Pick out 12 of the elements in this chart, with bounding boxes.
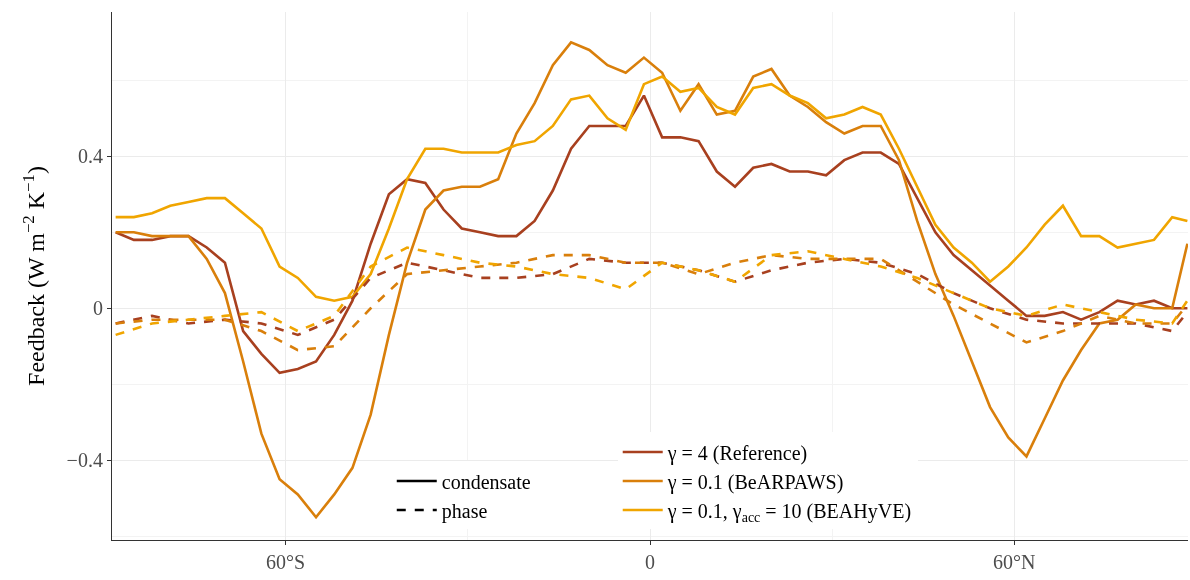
legend-label: γ = 0.1 (BeARPAWS) bbox=[666, 470, 844, 494]
y-tick-label: 0 bbox=[92, 297, 103, 320]
legend-label: γ = 4 (Reference) bbox=[666, 441, 808, 465]
x-tick-label: 0 bbox=[645, 551, 655, 574]
y-tick-label: 0.4 bbox=[77, 145, 103, 168]
line-series bbox=[114, 94, 1188, 375]
annotation: condensate bbox=[441, 470, 531, 493]
x-tick-label: 60°S bbox=[266, 551, 306, 574]
annotation: phase bbox=[441, 499, 488, 523]
x-tick-label: 60°N bbox=[993, 551, 1036, 574]
y-tick-label: −0.4 bbox=[66, 449, 103, 472]
legend-label: γ = 0.1, γ$_{acc}$ = 10 (BEAHyVE) bbox=[666, 499, 912, 525]
